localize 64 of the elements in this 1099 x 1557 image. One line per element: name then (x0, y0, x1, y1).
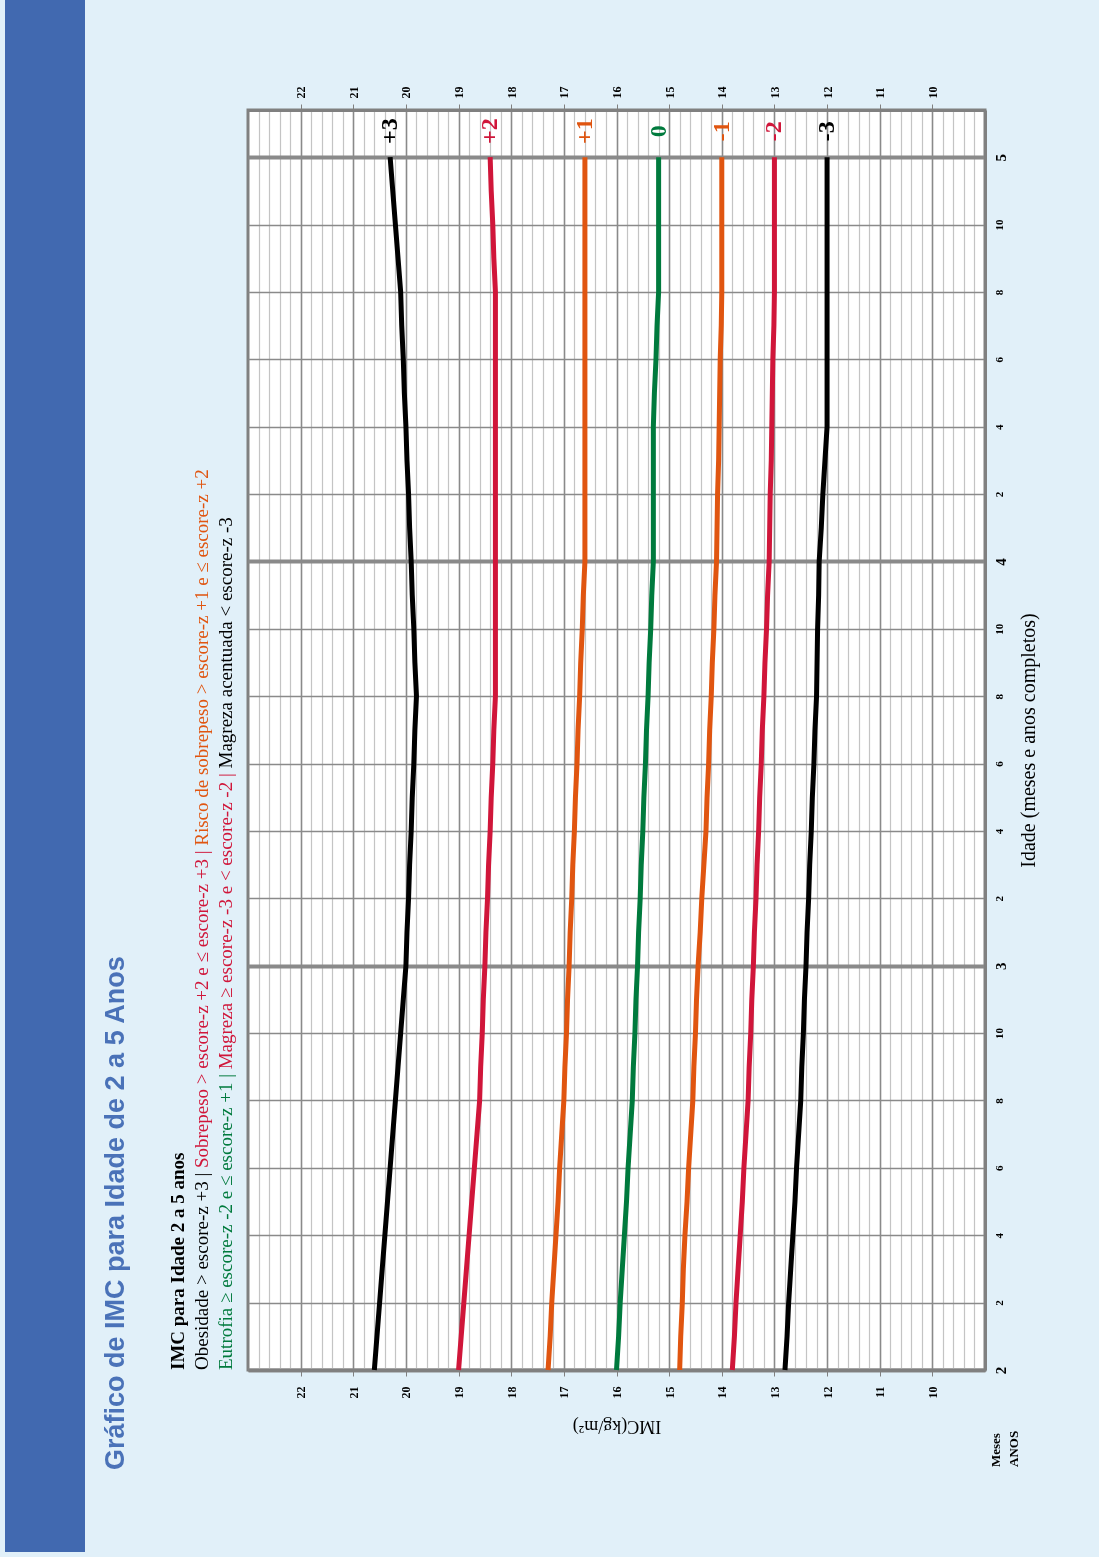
text: Sobrepeso > escore-z +2 e ≤ escore-z +3 | (191, 850, 212, 1169)
x-tick-label: 11 (873, 1386, 888, 1398)
x-tick-label: 19 (452, 1386, 467, 1399)
y-tick-label: 2 (992, 895, 1005, 902)
y-tick-label: 10 (992, 219, 1005, 231)
y-tick-label: 2 (992, 491, 1005, 498)
y-tick-label: 10 (992, 1027, 1005, 1040)
text: 0 (644, 125, 671, 138)
y-tick-label: 8 (992, 1097, 1005, 1104)
y-tick-label: 6 (992, 1165, 1005, 1172)
x2-tick-label: 20 (399, 86, 414, 99)
x-tick-label: 21 (346, 1386, 361, 1399)
y-tick-label: 6 (992, 760, 1005, 767)
x-tick-label: 18 (504, 1386, 519, 1399)
y-tick-label: 2 (992, 1366, 1009, 1375)
x2-tick-label: 19 (452, 86, 467, 99)
text: Magreza acentuada < escore-z -3 (215, 517, 236, 769)
y-tick-label: 3 (992, 962, 1009, 970)
text: +1 (570, 118, 597, 145)
text: Obesidade > escore-z +3 | (191, 1172, 212, 1370)
y-tick-label: 2 (992, 1299, 1005, 1306)
text: Magreza ≥ escore-z -3 e < escore-z -2 | (215, 773, 236, 1070)
x-tick-label: 10 (925, 1386, 940, 1399)
x2-tick-label: 22 (294, 86, 309, 99)
y-tick-label: 6 (992, 356, 1005, 363)
text: -1 (707, 121, 734, 142)
y-tick-label: 8 (992, 693, 1005, 700)
y-tick-label: 4 (992, 1232, 1005, 1239)
x-tick-label: 22 (294, 1386, 309, 1399)
x-tick-label: 20 (399, 1386, 414, 1399)
x2-tick-label: 15 (662, 86, 677, 99)
text: ANOS (1006, 1430, 1022, 1467)
y-tick-label: 5 (992, 153, 1009, 162)
y-tick-label: 4 (992, 557, 1009, 566)
text: -3 (813, 121, 840, 142)
x-tick-label: 13 (767, 1386, 782, 1399)
x2-tick-label: 14 (715, 86, 730, 99)
x-axis-title: IMC(kg/m²) (572, 1415, 662, 1437)
x-tick-label: 12 (820, 1386, 835, 1399)
text: Meses (988, 1433, 1004, 1467)
x-tick-label: 16 (610, 1386, 624, 1399)
y-axis-title: Idade (meses e anos completos) (1016, 613, 1040, 868)
x-tick-label: 15 (662, 1386, 677, 1399)
x2-tick-label: 21 (346, 86, 361, 99)
x2-tick-label: 18 (504, 86, 519, 99)
y-tick-label: 4 (992, 423, 1005, 430)
x2-tick-label: 17 (557, 86, 572, 99)
text: Gráfico de IMC para Idade de 2 a 5 Anos (100, 956, 131, 1470)
text: Eutrofia ≥ escore-z -2 e ≤ escore-z +1 | (215, 1074, 236, 1370)
text: +3 (376, 118, 403, 145)
text: IMC para Idade 2 a 5 anos (166, 1151, 189, 1370)
text: Risco de sobrepeso > escore-z +1 e ≤ escore-z +2 (191, 469, 212, 846)
x2-tick-label: 10 (925, 86, 940, 99)
y-tick-label: 10 (992, 623, 1005, 635)
x2-tick-label: 16 (610, 86, 624, 99)
text: +2 (476, 118, 503, 145)
text: -2 (760, 121, 787, 142)
y-tick-label: 4 (992, 828, 1005, 835)
x-tick-label: 14 (715, 1386, 730, 1399)
x2-tick-label: 11 (873, 87, 888, 99)
x2-tick-label: 13 (767, 86, 782, 99)
x-tick-label: 17 (557, 1386, 572, 1399)
x2-tick-label: 12 (820, 86, 835, 99)
y-tick-label: 8 (992, 289, 1005, 296)
